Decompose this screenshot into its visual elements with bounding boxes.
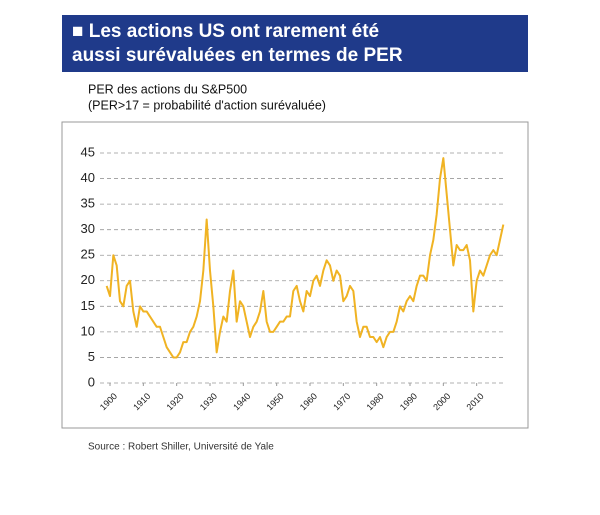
x-tick-label: 1900 xyxy=(98,391,119,412)
y-tick-label: 35 xyxy=(81,196,95,211)
subtitle: PER des actions du S&P500 xyxy=(88,82,247,96)
y-tick-label: 0 xyxy=(88,374,95,389)
y-tick-label: 40 xyxy=(81,170,95,185)
y-tick-label: 25 xyxy=(81,247,95,262)
chart-title: aussi surévaluées en termes de PER xyxy=(72,45,403,66)
x-tick-label: 1980 xyxy=(365,391,386,412)
chart-title: ■ Les actions US ont rarement été xyxy=(72,21,379,42)
source: Source : Robert Shiller, Université de Y… xyxy=(88,442,274,453)
y-tick-label: 20 xyxy=(81,272,95,287)
y-tick-label: 10 xyxy=(81,323,95,338)
data-line xyxy=(105,157,505,359)
y-tick-label: 15 xyxy=(81,298,95,313)
x-tick-label: 2000 xyxy=(431,391,452,412)
y-tick-label: 45 xyxy=(81,144,95,159)
title-box xyxy=(62,15,528,72)
x-tick-label: 1940 xyxy=(231,391,252,412)
x-tick-label: 1910 xyxy=(131,391,152,412)
y-tick-label: 30 xyxy=(81,221,95,236)
x-tick-label: 1960 xyxy=(298,391,319,412)
x-tick-label: 1950 xyxy=(265,391,286,412)
x-tick-label: 1930 xyxy=(198,391,219,412)
x-tick-label: 1920 xyxy=(165,391,186,412)
y-tick-label: 5 xyxy=(88,349,95,364)
plot-frame xyxy=(61,121,529,429)
x-tick-label: 1990 xyxy=(398,391,419,412)
x-tick-label: 1970 xyxy=(331,391,352,412)
x-tick-label: 2010 xyxy=(465,391,486,412)
subtitle: (PER>17 = probabilité d'action surévalué… xyxy=(88,98,326,112)
